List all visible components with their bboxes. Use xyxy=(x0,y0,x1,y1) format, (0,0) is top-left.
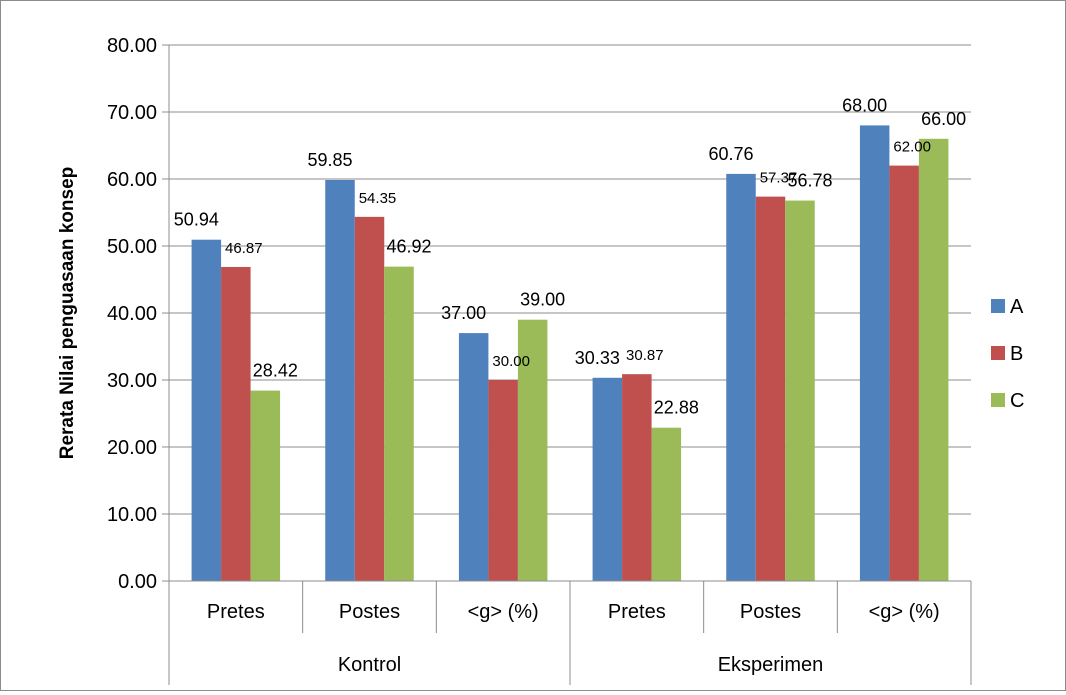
bars xyxy=(191,125,949,582)
data-label-a: 50.94 xyxy=(174,210,219,230)
bar-a xyxy=(859,125,890,582)
bar-c xyxy=(517,319,548,581)
bar-a xyxy=(458,333,489,581)
x-category-label: <g> (%) xyxy=(468,601,539,623)
x-category-label: Postes xyxy=(740,601,801,623)
legend-swatch-b xyxy=(991,346,1005,360)
x-category-label: Pretes xyxy=(608,601,666,623)
legend-label-b: B xyxy=(1010,343,1023,365)
data-label-c: 28.42 xyxy=(253,361,298,381)
x-group-label: Kontrol xyxy=(338,654,401,676)
gridlines xyxy=(169,44,971,515)
y-tick-label: 70.00 xyxy=(107,102,157,124)
axes: 0.00 10.00 20.00 30.00 40.00 50.00 60.00 70.00 8… xyxy=(107,35,972,685)
y-tick-label: 10.00 xyxy=(107,504,157,526)
bar-b xyxy=(889,165,919,581)
data-label-a: 59.85 xyxy=(307,150,352,170)
data-label-b: 54.35 xyxy=(359,190,397,207)
data-label-c: 66.00 xyxy=(921,109,966,129)
data-labels: 50.94 59.85 37.00 30.33 60.76 68.00 46.87 54.35… xyxy=(174,95,966,417)
data-label-c: 56.78 xyxy=(787,171,832,191)
legend-swatch-a xyxy=(991,299,1005,313)
bar-b xyxy=(622,374,652,581)
bar-c xyxy=(918,138,949,582)
y-tick-label: 80.00 xyxy=(107,35,157,57)
data-label-b: 30.00 xyxy=(492,353,530,370)
legend-swatch-c xyxy=(991,393,1005,407)
x-group-label: Eksperimen xyxy=(718,654,824,676)
bar-b xyxy=(488,380,518,581)
data-label-c: 22.88 xyxy=(654,398,699,418)
legend-label-c: C xyxy=(1010,390,1024,412)
y-tick-label: 60.00 xyxy=(107,169,157,191)
bar-c xyxy=(250,390,281,581)
bar-b xyxy=(221,266,251,581)
y-tick-label: 30.00 xyxy=(107,370,157,392)
legend-label-a: A xyxy=(1010,296,1024,318)
bar-b xyxy=(755,196,786,581)
data-label-c: 46.92 xyxy=(386,237,431,257)
data-label-a: 37.00 xyxy=(441,303,486,323)
data-label-b: 57.37 xyxy=(760,170,798,187)
x-category-label: Pretes xyxy=(207,601,265,623)
y-tick-label: 0.00 xyxy=(118,571,157,593)
bar-b xyxy=(354,216,385,582)
data-label-a: 68.00 xyxy=(842,95,887,115)
data-label-b: 30.87 xyxy=(626,347,664,364)
y-axis-title: Rerata Nilai penguasaan konsep xyxy=(57,167,78,460)
data-label-a: 60.76 xyxy=(708,144,753,164)
x-category-label: <g> (%) xyxy=(869,601,940,623)
x-category-label: Postes xyxy=(339,601,400,623)
y-tick-label: 20.00 xyxy=(107,437,157,459)
bar-a xyxy=(325,180,355,581)
data-label-c: 39.00 xyxy=(520,290,565,310)
bar-a xyxy=(592,377,623,581)
data-label-b: 46.87 xyxy=(225,240,263,257)
bar-a xyxy=(726,173,756,581)
legend: A B C xyxy=(991,296,1024,412)
bar-c xyxy=(785,200,815,581)
data-label-a: 30.33 xyxy=(575,348,620,368)
data-label-b: 62.00 xyxy=(893,139,931,156)
bar-c xyxy=(384,266,414,581)
y-tick-label: 40.00 xyxy=(107,303,157,325)
bar-c xyxy=(651,427,682,581)
y-tick-label: 50.00 xyxy=(107,236,157,258)
bar-a xyxy=(191,239,222,581)
